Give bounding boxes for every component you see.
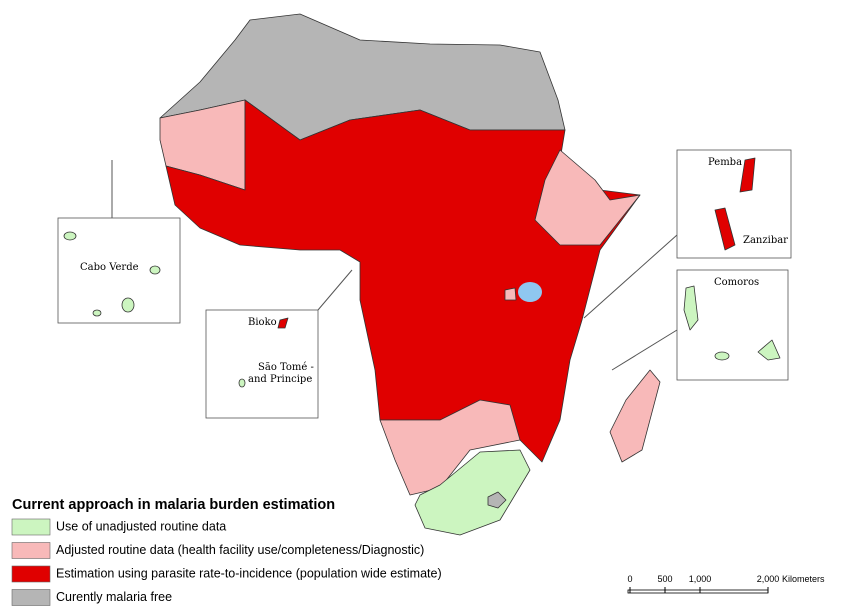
island (714, 351, 730, 361)
region-adjusted (609, 369, 661, 463)
scale-label: 500 (657, 574, 672, 584)
island (149, 265, 161, 275)
region-estimation (165, 99, 641, 463)
legend-swatch (11, 542, 51, 559)
island (63, 231, 77, 241)
island (277, 317, 289, 329)
legend-label: Curently malaria free (56, 590, 172, 604)
legend-swatch (11, 565, 51, 583)
island (757, 339, 781, 361)
scale-bar: 0 500 1,000 2,000 Kilometers (627, 574, 825, 594)
leader (583, 234, 678, 319)
region-unadjusted (414, 449, 531, 536)
scale-label: 1,000 (689, 574, 712, 584)
inset-label: Comoros (714, 277, 759, 288)
lake (518, 282, 542, 302)
region-adjusted (379, 399, 521, 496)
inset-label: and Principe (248, 374, 312, 385)
region-free (487, 491, 507, 509)
legend-label: Adjusted routine data (health facility u… (56, 543, 424, 557)
legend-label: Use of unadjusted routine data (56, 519, 226, 533)
scale-label: 0 (627, 574, 632, 584)
island (92, 309, 102, 317)
leader (317, 269, 353, 311)
legend-swatch (11, 589, 51, 606)
inset-label: São Tomé - (258, 362, 314, 373)
region-adjusted (534, 149, 641, 246)
inset-box (676, 269, 789, 381)
legend-title: Current approach in malaria burden estim… (12, 497, 335, 513)
island (121, 297, 135, 313)
scale-unit: Kilometers (782, 574, 825, 584)
island (683, 285, 699, 331)
inset-label: Zanzibar (743, 235, 788, 246)
island (739, 157, 756, 193)
inset-label: Pemba (708, 157, 742, 168)
island (714, 207, 736, 251)
region-adjusted (504, 287, 517, 301)
legend-label: Estimation using parasite rate-to-incide… (56, 566, 442, 580)
island (238, 378, 246, 388)
inset-label: Cabo Verde (80, 262, 139, 273)
africa (159, 13, 661, 536)
scale-label: 2,000 (757, 574, 780, 584)
inset-label: Bioko (248, 317, 277, 328)
leader (611, 329, 678, 371)
legend: Use of unadjusted routine data Adjusted r… (11, 518, 442, 606)
islands (63, 231, 161, 317)
legend-swatch (11, 518, 51, 536)
inset-box (205, 309, 319, 419)
